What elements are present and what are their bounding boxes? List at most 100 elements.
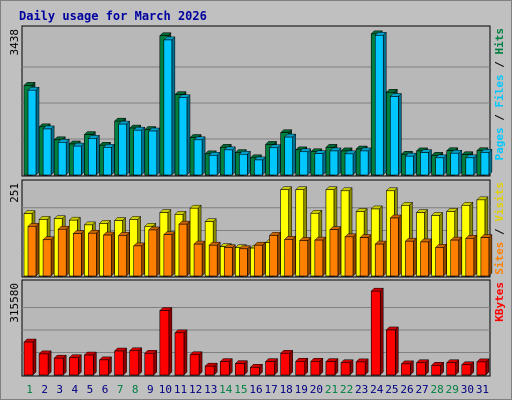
x-tick-label: 7 [117, 383, 124, 396]
bar-kbytes-day-27 [415, 359, 430, 376]
bar-files-day-5 [87, 134, 100, 176]
x-tick-label: 10 [159, 383, 172, 396]
bar-files-day-30 [465, 154, 478, 176]
bar-sites-day-23 [359, 233, 372, 277]
bar-sites-day-14 [223, 244, 236, 277]
bar-kbytes-day-24 [370, 287, 384, 376]
x-tick-label: 3 [56, 383, 63, 396]
bar-sites-day-7 [117, 231, 131, 277]
bar-files-day-13 [208, 151, 221, 176]
bar-sites-day-19 [299, 236, 312, 277]
bar-files-day-11 [178, 94, 191, 176]
bar-kbytes-day-1 [23, 338, 37, 376]
bar-sites-day-13 [208, 241, 221, 277]
bar-kbytes-day-19 [295, 357, 309, 376]
bar-sites-day-18 [284, 235, 297, 277]
bar-files-day-9 [148, 127, 161, 176]
bar-kbytes-day-26 [400, 360, 415, 376]
x-tick-label: 4 [72, 383, 79, 396]
x-tick-label: 22 [340, 383, 353, 396]
x-tick-label: 24 [370, 383, 384, 396]
bar-kbytes-day-4 [68, 354, 82, 376]
x-tick-label: 9 [147, 383, 154, 396]
bar-files-day-31 [480, 148, 493, 176]
bar-kbytes-day-5 [83, 351, 97, 376]
chart-title: Daily usage for March 2026 [19, 9, 207, 23]
bar-sites-day-22 [344, 233, 357, 277]
bar-kbytes-day-16 [249, 363, 264, 376]
bar-kbytes-day-8 [129, 347, 143, 376]
legend-entry-files: Files [493, 74, 506, 107]
bar-kbytes-day-12 [189, 351, 203, 376]
bar-kbytes-day-2 [38, 350, 52, 376]
bar-kbytes-day-13 [204, 362, 218, 376]
bar-files-day-1 [27, 86, 40, 176]
bar-sites-day-27 [419, 238, 433, 277]
bar-files-day-2 [42, 125, 55, 176]
bar-sites-day-28 [435, 243, 448, 277]
x-tick-label: 6 [102, 383, 109, 396]
bar-files-day-19 [299, 148, 312, 176]
bar-kbytes-day-11 [174, 329, 188, 376]
bar-files-day-12 [193, 136, 206, 176]
bar-files-day-23 [359, 147, 372, 176]
bar-kbytes-day-17 [264, 357, 279, 376]
bar-files-day-16 [253, 156, 267, 176]
x-tick-label: 16 [249, 383, 262, 396]
bar-files-day-8 [133, 126, 146, 176]
bar-kbytes-day-15 [234, 359, 248, 376]
bar-sites-day-9 [148, 226, 161, 277]
y-max-label: 3438 [8, 29, 21, 56]
x-tick-label: 17 [264, 383, 277, 396]
bar-kbytes-day-7 [113, 347, 128, 376]
bar-sites-day-4 [72, 229, 85, 277]
bar-kbytes-day-14 [219, 357, 233, 376]
legend-entry-visits: Visits [493, 182, 506, 222]
bar-files-day-3 [57, 138, 70, 176]
x-tick-label: 27 [415, 383, 428, 396]
bar-sites-day-17 [268, 231, 282, 277]
bar-files-day-17 [268, 144, 282, 176]
x-tick-label: 14 [219, 383, 233, 396]
bar-files-day-22 [344, 150, 357, 176]
x-tick-label: 12 [189, 383, 202, 396]
legend-visits-sites: Sites / Visits [493, 182, 506, 275]
x-tick-label: 25 [385, 383, 398, 396]
x-tick-label: 31 [476, 383, 489, 396]
legend-separator: / [493, 108, 506, 128]
bar-kbytes-day-21 [325, 357, 339, 376]
bar-kbytes-day-23 [355, 358, 369, 376]
bar-sites-day-12 [193, 240, 206, 277]
x-tick-label: 21 [325, 383, 338, 396]
bar-sites-day-5 [87, 229, 100, 277]
bar-files-day-27 [419, 148, 433, 176]
bar-files-day-26 [404, 152, 418, 176]
bar-files-day-21 [329, 147, 342, 176]
x-tick-label: 8 [132, 383, 139, 396]
bar-sites-day-25 [389, 214, 402, 277]
bar-files-day-28 [435, 154, 448, 176]
bar-kbytes-day-3 [53, 354, 67, 376]
x-tick-label: 13 [204, 383, 217, 396]
bar-sites-day-31 [480, 233, 493, 277]
bar-kbytes-day-20 [310, 357, 324, 376]
bar-files-day-24 [374, 31, 387, 176]
bar-sites-day-2 [42, 236, 55, 277]
x-tick-label: 29 [446, 383, 459, 396]
legend-entry-pages: Pages [493, 127, 506, 160]
legend-entry-kbytes: KBytes [493, 282, 506, 322]
legend-entry-hits: Hits [493, 28, 506, 55]
x-tick-label: 15 [234, 383, 247, 396]
bar-sites-day-24 [374, 240, 387, 277]
bar-sites-day-8 [133, 242, 146, 277]
bar-files-day-29 [450, 149, 463, 176]
bar-sites-day-15 [238, 245, 251, 277]
bar-sites-day-29 [450, 236, 463, 277]
x-tick-label: 26 [400, 383, 413, 396]
bar-sites-day-1 [27, 222, 40, 277]
bar-files-day-20 [314, 150, 327, 176]
x-tick-label: 11 [174, 383, 187, 396]
y-max-label: 251 [8, 183, 21, 203]
